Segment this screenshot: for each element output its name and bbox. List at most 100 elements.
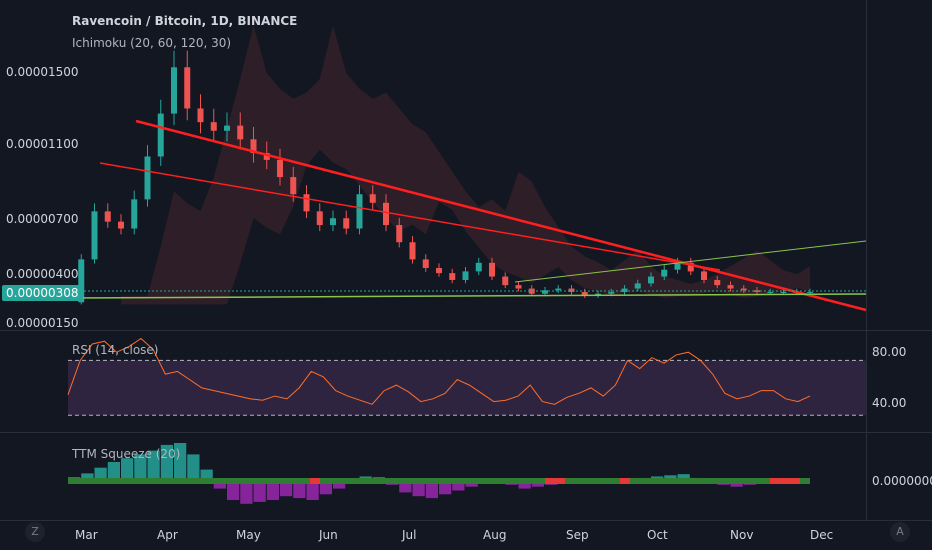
time-label: Sep — [566, 528, 589, 542]
candle-body — [489, 262, 495, 277]
ttm-bar — [121, 458, 134, 481]
ttm-squeeze-dots — [68, 478, 810, 484]
pane-separator[interactable] — [0, 432, 932, 433]
candle-body — [449, 273, 456, 280]
ttm-bar — [452, 481, 465, 491]
candle-body — [807, 291, 813, 293]
trendline-green-support — [67, 293, 867, 299]
candle-body — [263, 153, 270, 160]
candle-body — [210, 122, 217, 131]
time-label: Nov — [730, 528, 754, 542]
time-axis[interactable]: Mar Apr May Jun Jul Aug Sep Oct Nov Dec — [0, 521, 932, 550]
candle-body — [701, 271, 707, 280]
candle-body — [568, 288, 575, 292]
ttm-bar — [412, 481, 425, 497]
auto-scale-button[interactable]: A — [890, 522, 910, 542]
candle-body — [462, 271, 469, 280]
ttm-bar — [81, 473, 94, 481]
candle-body — [290, 177, 297, 195]
ttm-bar — [266, 481, 279, 500]
ttm-label[interactable]: TTM Squeeze (20) — [72, 447, 181, 461]
candle-body — [277, 159, 283, 178]
time-label: Apr — [157, 528, 178, 542]
trendline-red-main — [135, 119, 867, 312]
ttm-bar — [160, 444, 173, 481]
pane-separator[interactable] — [0, 330, 932, 331]
ichimoku-cloud — [121, 25, 810, 305]
ttm-squeeze-on — [620, 478, 630, 484]
ttm-bar — [306, 481, 319, 500]
rsi-label[interactable]: RSI (14, close) — [72, 343, 159, 357]
candle-body — [422, 259, 429, 268]
ttm-bar — [677, 474, 690, 481]
ttm-squeeze-on — [545, 478, 565, 484]
candle-body — [767, 291, 774, 293]
candle-body — [595, 293, 601, 296]
candle-body — [118, 221, 124, 229]
candle-body — [661, 269, 668, 277]
ttm-bar — [399, 481, 412, 493]
trendline-red-secondary — [99, 162, 721, 271]
rsi-band — [68, 360, 866, 416]
ttm-squeeze-on — [310, 478, 320, 484]
candle-body — [91, 211, 98, 260]
ttm-zero-label: 0.00000000 — [872, 474, 932, 488]
ttm-bar — [107, 462, 120, 481]
candle-body — [608, 291, 615, 294]
zoom-reset-button[interactable]: Z — [25, 522, 45, 542]
ttm-chart[interactable] — [0, 433, 932, 520]
rsi-chart[interactable] — [0, 331, 932, 431]
ttm-bar — [94, 467, 107, 481]
candle-body — [383, 202, 389, 226]
ichimoku-label[interactable]: Ichimoku (20, 60, 120, 30) — [72, 36, 232, 50]
candle-body — [78, 259, 85, 303]
price-label-2: 0.00000700 — [6, 212, 79, 226]
price-pane[interactable]: Ravencoin / Bitcoin, 1D, BINANCE Ichimok… — [0, 0, 932, 330]
ttm-bar — [425, 481, 438, 499]
trendline-green-upper — [514, 240, 867, 283]
candle-body — [197, 108, 204, 123]
candle-body — [250, 139, 257, 154]
ttm-bar — [134, 454, 147, 481]
time-label: Oct — [647, 528, 668, 542]
rsi-pane[interactable]: RSI (14, close) 80.00 40.00 — [0, 331, 932, 431]
candle-body — [409, 242, 416, 260]
ttm-bar — [293, 481, 306, 499]
candle-body — [144, 156, 151, 200]
ttm-bar — [200, 469, 213, 481]
price-label-4: 0.00000150 — [6, 316, 79, 330]
price-chart[interactable] — [0, 0, 932, 330]
ttm-bar — [518, 481, 531, 489]
price-label-3: 0.00000400 — [6, 267, 79, 281]
time-label: Dec — [810, 528, 834, 542]
candle-body — [104, 211, 111, 222]
time-axis-separator — [0, 520, 932, 521]
candle-body — [171, 67, 177, 114]
ttm-pane[interactable]: TTM Squeeze (20) 0.00000000 — [0, 433, 932, 520]
candle-body — [224, 125, 230, 131]
ttm-bar — [174, 443, 187, 481]
candle-body — [343, 218, 350, 229]
candle-body — [714, 279, 721, 286]
candle-body — [369, 194, 376, 203]
time-label: Aug — [483, 528, 507, 542]
time-label: May — [236, 528, 261, 542]
candle-body — [727, 285, 734, 289]
time-label: Jul — [402, 528, 417, 542]
ttm-bar — [213, 481, 226, 489]
chart-title: Ravencoin / Bitcoin, 1D, BINANCE — [72, 14, 298, 28]
time-label: Jun — [319, 528, 338, 542]
ttm-bar — [227, 481, 240, 500]
candle-body — [621, 288, 628, 292]
ttm-bar — [147, 450, 160, 481]
candle-body — [674, 262, 681, 270]
candle-body — [356, 194, 363, 229]
ttm-bar — [439, 481, 452, 495]
candle-body — [542, 290, 548, 294]
ttm-bar — [187, 454, 200, 481]
rsi-level-80: 80.00 — [872, 345, 907, 359]
price-axis-separator — [866, 0, 867, 520]
candle-body — [131, 199, 138, 229]
ttm-bar — [240, 481, 253, 504]
candle-body — [555, 288, 562, 291]
